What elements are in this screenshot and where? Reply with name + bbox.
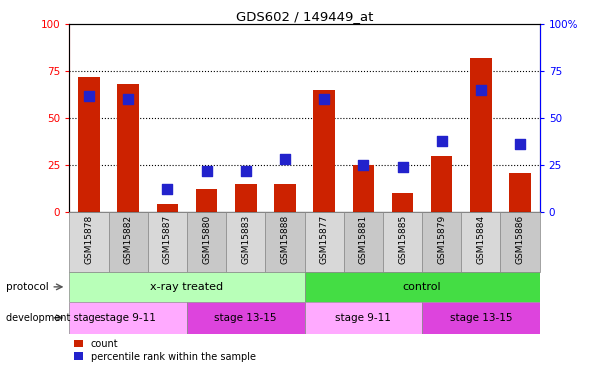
Text: GSM15885: GSM15885 — [398, 215, 407, 264]
Text: GSM15880: GSM15880 — [202, 215, 211, 264]
Bar — [305, 272, 540, 302]
Point — [280, 156, 290, 162]
Bar — [118, 84, 139, 212]
Point — [123, 96, 133, 102]
Title: GDS602 / 149449_at: GDS602 / 149449_at — [236, 10, 373, 23]
Bar — [305, 212, 344, 272]
Bar — [422, 302, 540, 334]
Text: GSM15881: GSM15881 — [359, 215, 368, 264]
Bar — [157, 204, 178, 212]
Text: GSM15888: GSM15888 — [280, 215, 289, 264]
Text: stage 13-15: stage 13-15 — [450, 313, 512, 323]
Text: GSM15887: GSM15887 — [163, 215, 172, 264]
Text: development stage: development stage — [6, 313, 101, 323]
Text: GSM15884: GSM15884 — [476, 215, 485, 264]
Text: GSM15879: GSM15879 — [437, 215, 446, 264]
Bar — [305, 302, 422, 334]
Text: GSM15886: GSM15886 — [516, 215, 525, 264]
Bar — [78, 77, 99, 212]
Bar — [265, 212, 305, 272]
Point — [162, 186, 172, 192]
Bar — [69, 272, 305, 302]
Text: GSM15882: GSM15882 — [124, 215, 133, 264]
Bar — [500, 212, 540, 272]
Point — [398, 164, 408, 170]
Bar — [392, 193, 413, 212]
Text: x-ray treated: x-ray treated — [150, 282, 224, 292]
Bar — [69, 302, 187, 334]
Text: GSM15877: GSM15877 — [320, 215, 329, 264]
Text: control: control — [403, 282, 441, 292]
Bar — [109, 212, 148, 272]
Bar — [226, 212, 265, 272]
Point — [201, 168, 212, 174]
Point — [476, 87, 486, 93]
Bar — [510, 172, 531, 212]
Text: GSM15878: GSM15878 — [84, 215, 93, 264]
Point — [358, 162, 368, 168]
Bar — [187, 302, 305, 334]
Bar — [422, 212, 461, 272]
Legend: count, percentile rank within the sample: count, percentile rank within the sample — [74, 339, 256, 362]
Bar — [353, 165, 374, 212]
Text: protocol: protocol — [6, 282, 49, 292]
Bar — [383, 212, 422, 272]
Point — [241, 168, 251, 174]
Bar — [235, 184, 256, 212]
Text: stage 9-11: stage 9-11 — [100, 313, 156, 323]
Bar — [187, 212, 226, 272]
Text: stage 9-11: stage 9-11 — [335, 313, 391, 323]
Bar — [431, 156, 452, 212]
Bar — [274, 184, 295, 212]
Bar — [148, 212, 187, 272]
Point — [320, 96, 329, 102]
Bar — [344, 212, 383, 272]
Point — [437, 138, 446, 144]
Point — [515, 141, 525, 147]
Point — [84, 93, 94, 99]
Text: stage 13-15: stage 13-15 — [215, 313, 277, 323]
Bar — [196, 189, 217, 212]
Bar — [461, 212, 500, 272]
Text: GSM15883: GSM15883 — [241, 215, 250, 264]
Bar — [69, 212, 109, 272]
Bar — [470, 58, 491, 212]
Bar — [314, 90, 335, 212]
